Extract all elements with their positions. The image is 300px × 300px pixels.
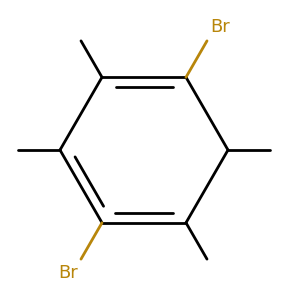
Text: Br: Br xyxy=(210,18,230,36)
Text: Br: Br xyxy=(58,264,78,282)
